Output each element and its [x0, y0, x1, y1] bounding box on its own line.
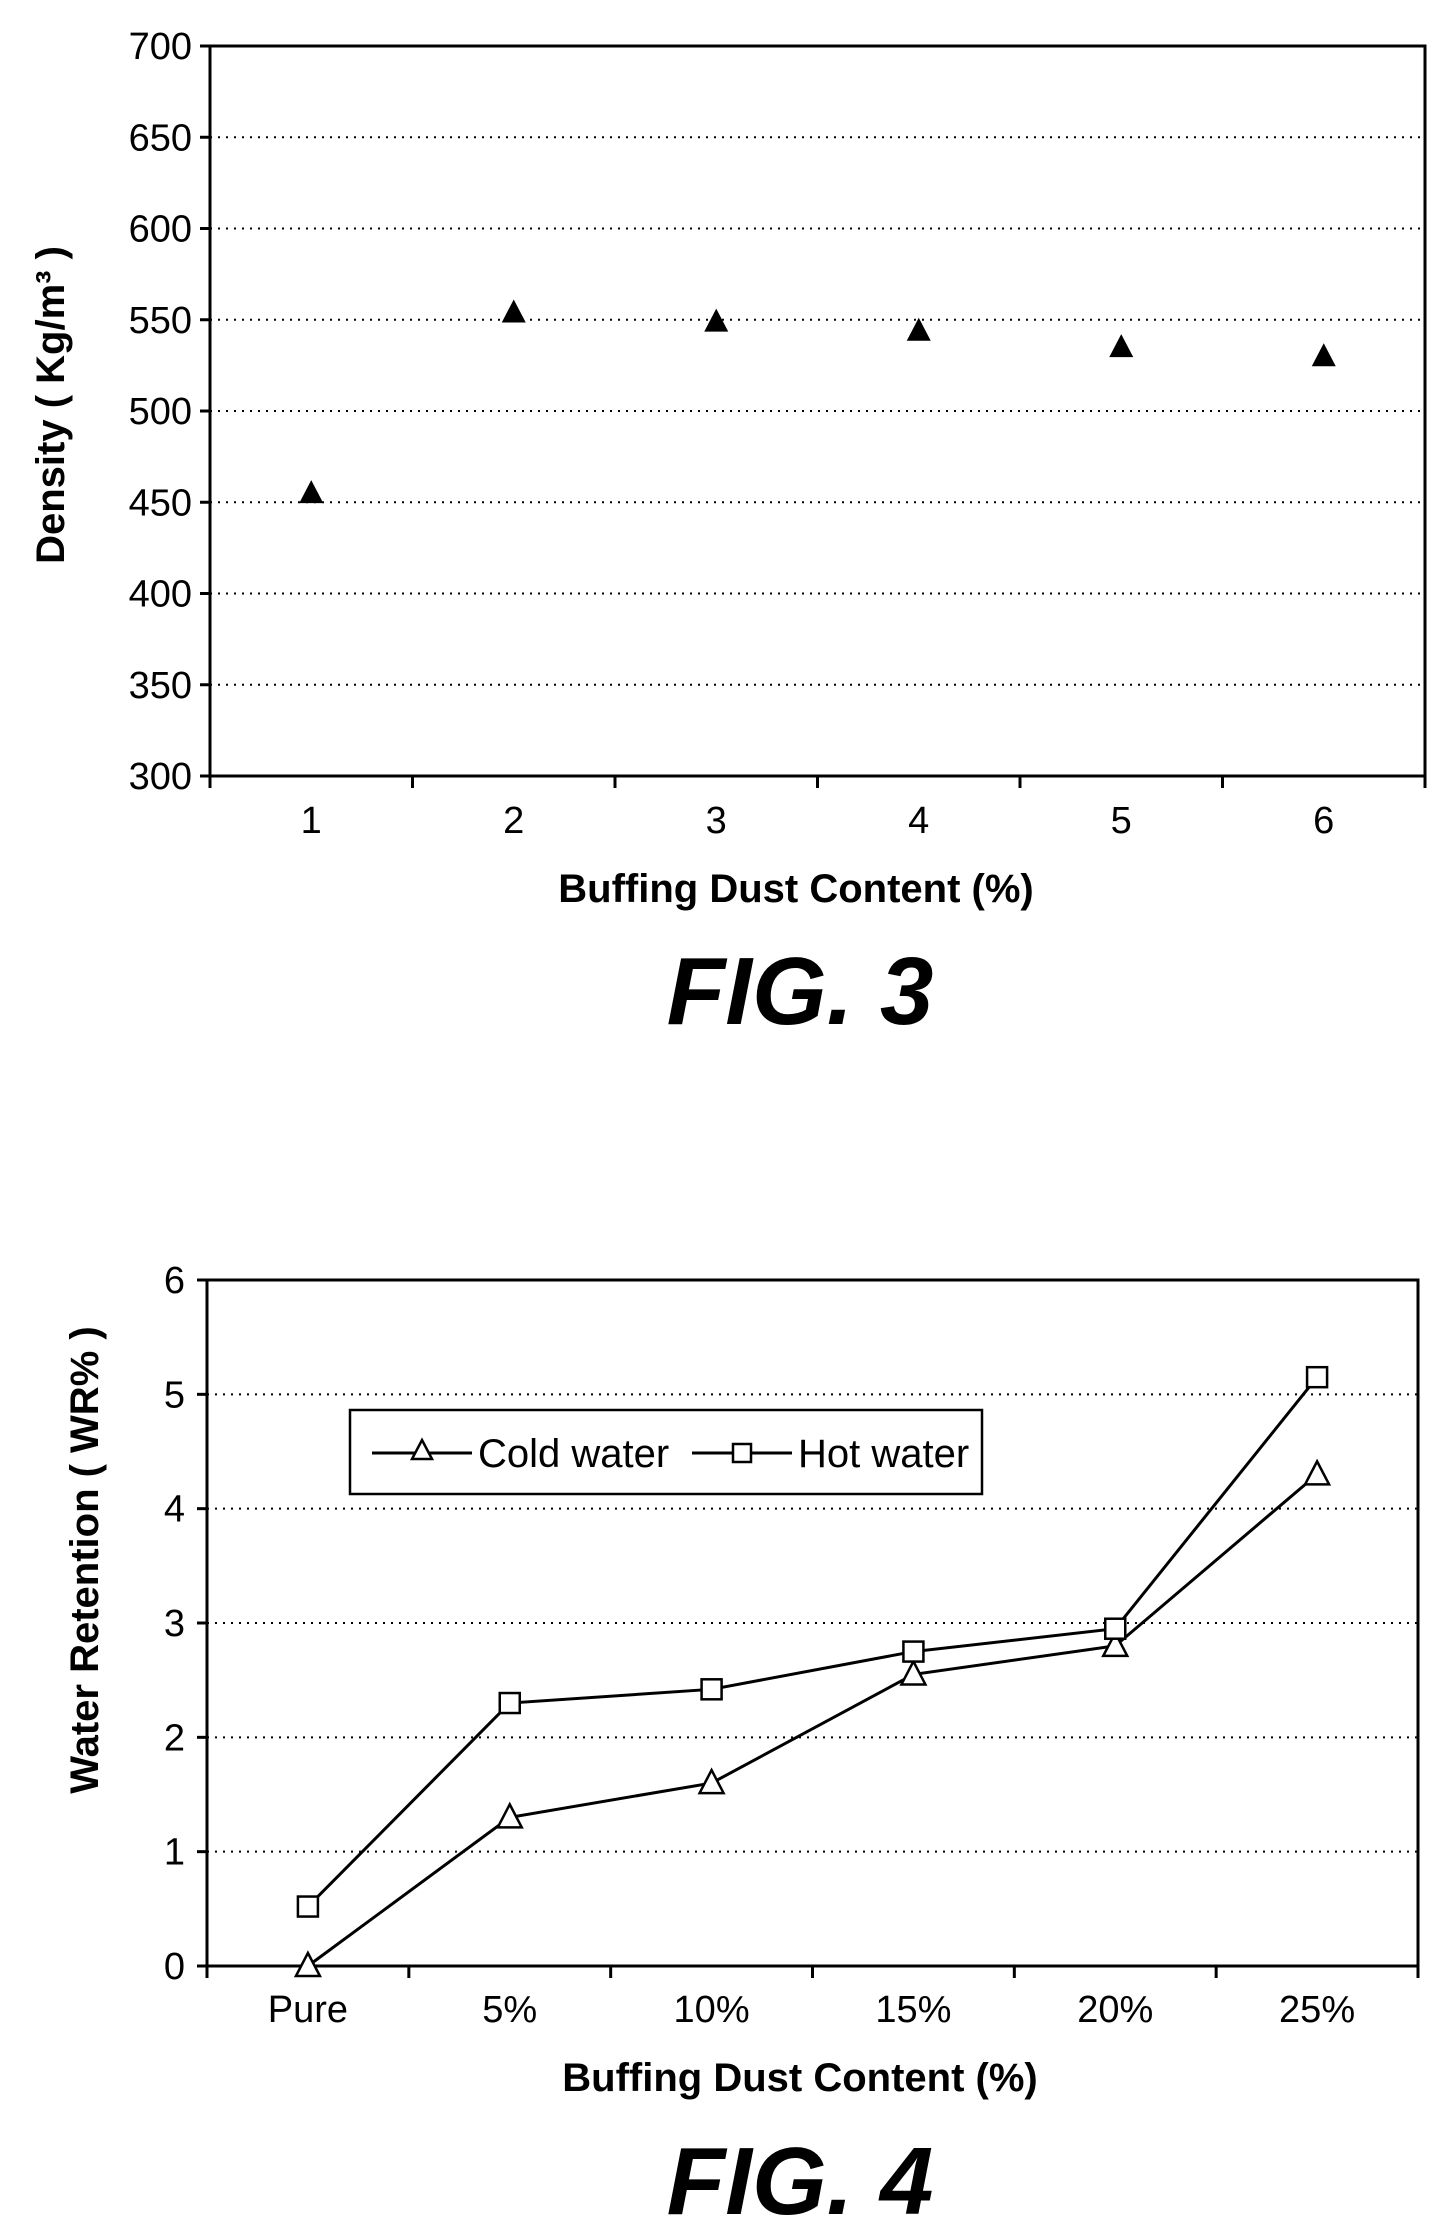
- fig3-y-tick-label: 450: [129, 482, 192, 524]
- fig4-x-tick-label: 20%: [1077, 1989, 1153, 2031]
- legend-hot-water-label: Hot water: [798, 1432, 969, 1476]
- legend-hot-water-marker: [731, 1442, 753, 1464]
- fig4-x-tick-label: Pure: [268, 1989, 348, 2031]
- figure-4-water-retention-chart: 0 1 2 3 4 5 6 Pure 5% 10% 15% 20% 25% Cold water Ho…: [63, 1260, 1420, 2235]
- fig4-y-tick-labels: 0 1 2 3 4 5 6: [164, 1260, 185, 1988]
- fig4-x-tick-label: 15%: [875, 1989, 951, 2031]
- fig3-x-tick-label: 3: [706, 800, 727, 842]
- fig3-data-point: [299, 480, 324, 504]
- fig3-x-tick-label: 6: [1313, 800, 1334, 842]
- hot-water-series-line: [306, 1376, 1319, 1908]
- hot-water-data-point: [1104, 1617, 1127, 1640]
- fig3-y-axis-title: Density ( Kg/m³ ): [29, 246, 73, 564]
- fig4-y-tick-label: 1: [164, 1832, 185, 1874]
- fig3-y-tick-labels: 300 350 400 450 500 550 600 650 700: [129, 26, 192, 798]
- fig4-legend: Cold water Hot water: [348, 1408, 984, 1496]
- fig3-y-tick-label: 400: [129, 574, 192, 616]
- fig3-gridlines: [210, 45, 1425, 686]
- fig3-figure-label: FIG. 3: [667, 938, 934, 1045]
- fig3-data-point: [1311, 343, 1336, 367]
- cold-water-series-line: [307, 1473, 1319, 1968]
- fig4-axes: [197, 1278, 1420, 1978]
- hot-water-data-point: [296, 1895, 320, 1918]
- fig3-x-tick-label: 5: [1111, 800, 1132, 842]
- fig3-x-tick-label: 2: [503, 800, 524, 842]
- legend-cold-water-marker: [409, 1437, 435, 1461]
- fig3-data-points: [299, 299, 1336, 504]
- fig3-data-point: [1109, 334, 1134, 358]
- cold-water-data-point: [899, 1658, 928, 1686]
- fig3-y-tick-label: 700: [129, 26, 192, 68]
- fig3-y-tick-label: 600: [129, 209, 192, 251]
- fig4-y-axis-title: Water Retention ( WR% ): [63, 1326, 107, 1793]
- fig3-x-tick-labels: 1 2 3 4 5 6: [301, 800, 1335, 842]
- cold-water-data-point: [495, 1801, 524, 1829]
- fig4-gridlines: [207, 1393, 1418, 1853]
- fig4-y-tick-label: 5: [164, 1374, 185, 1416]
- cold-water-data-point: [1101, 1630, 1130, 1658]
- fig4-x-tick-label: 10%: [674, 1989, 750, 2031]
- fig3-x-tick-label: 4: [908, 800, 929, 842]
- fig3-y-tick-label: 300: [129, 756, 192, 798]
- hot-water-data-point: [1305, 1365, 1329, 1389]
- fig4-y-tick-label: 6: [164, 1260, 185, 1302]
- hot-water-data-point: [498, 1691, 521, 1715]
- fig3-x-axis-title: Buffing Dust Content (%): [558, 867, 1033, 911]
- fig4-x-tick-label: 25%: [1279, 1989, 1355, 2031]
- fig4-plot-frame: [205, 1278, 1420, 1968]
- cold-water-data-point: [293, 1950, 322, 1978]
- fig4-series-lines: [306, 1376, 1319, 1968]
- fig3-data-point: [906, 317, 931, 341]
- fig3-x-tick-label: 1: [301, 800, 322, 842]
- fig4-y-tick-label: 2: [164, 1717, 185, 1759]
- fig4-y-tick-label: 0: [164, 1946, 185, 1988]
- legend-cold-water-label: Cold water: [478, 1432, 669, 1476]
- fig4-data-points: [293, 1365, 1332, 1978]
- figure-3-density-chart: 300 350 400 450 500 550 600 650 700 1 2 3 4 5 6 Densi…: [29, 26, 1427, 1045]
- hot-water-data-point: [902, 1640, 925, 1663]
- fig4-x-tick-labels: Pure 5% 10% 15% 20% 25%: [268, 1989, 1355, 2031]
- fig4-y-tick-label: 3: [164, 1603, 185, 1645]
- fig3-y-tick-label: 350: [129, 665, 192, 707]
- fig3-data-point: [704, 308, 729, 332]
- fig4-figure-label: FIG. 4: [667, 2128, 934, 2235]
- fig4-x-axis-title: Buffing Dust Content (%): [562, 2056, 1037, 2100]
- hot-water-data-point: [700, 1678, 723, 1701]
- fig3-y-tick-label: 650: [129, 117, 192, 159]
- cold-water-data-point: [1303, 1458, 1332, 1486]
- fig3-data-point: [501, 299, 526, 323]
- fig4-x-tick-label: 5%: [482, 1989, 537, 2031]
- fig3-y-tick-label: 500: [129, 391, 192, 433]
- fig4-y-tick-label: 4: [164, 1489, 185, 1531]
- fig3-y-tick-label: 550: [129, 300, 192, 342]
- fig3-axes: [200, 44, 1427, 788]
- cold-water-data-point: [697, 1767, 726, 1795]
